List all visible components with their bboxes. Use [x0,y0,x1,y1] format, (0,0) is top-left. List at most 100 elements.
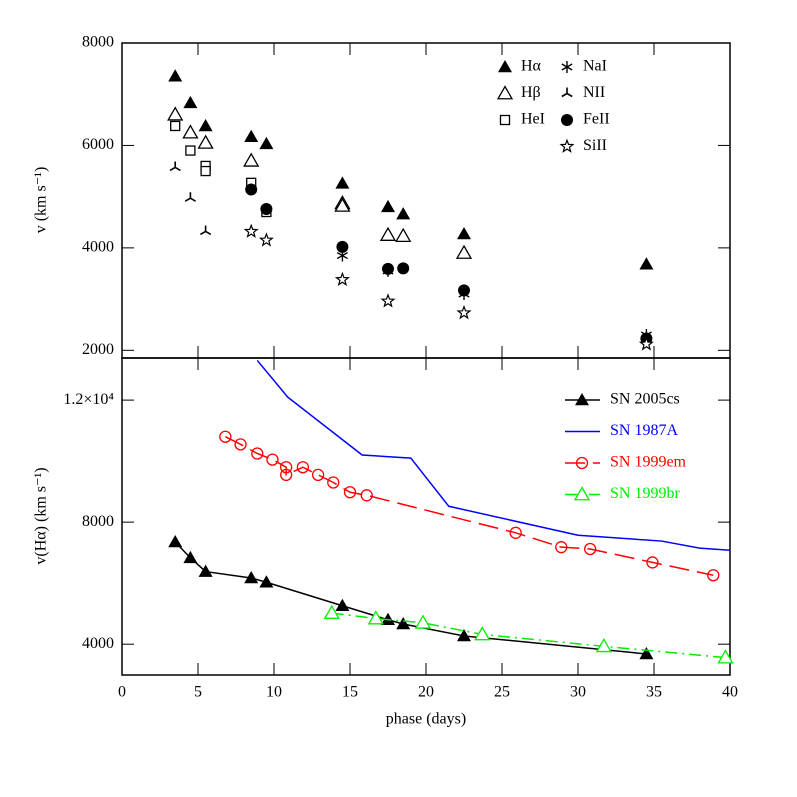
legend-marker [573,486,591,501]
data-point [638,336,654,351]
x-axis-label: phase (days) [386,711,466,728]
data-point [457,227,471,240]
y-axis-label: v(Hα) (km s⁻¹) [33,467,50,564]
data-point [395,227,412,242]
series-line [174,541,647,655]
data-point [167,106,184,121]
y-tick-label: 4000 [82,635,114,652]
legend-label: FeII [583,111,610,128]
legend-marker [561,114,573,126]
data-point [197,134,214,149]
data-point [707,569,720,582]
data-point [266,453,279,466]
data-point [259,575,274,588]
legend-marker [561,87,573,98]
data-point [414,614,432,629]
data-point [396,207,411,220]
data-point [169,161,181,172]
y-tick-label: 8000 [82,513,114,530]
series-line [225,436,714,576]
data-point [280,461,293,474]
data-point [183,95,198,109]
data-point [335,176,350,189]
y-tick-label: 6000 [82,136,114,153]
data-point [311,468,325,482]
data-point [379,226,397,241]
data-point [474,626,491,641]
data-point [381,199,395,213]
data-point [258,232,274,247]
legend-marker [575,393,589,406]
data-point [595,638,612,653]
data-point [584,542,597,556]
data-point [639,257,654,270]
x-tick-label: 5 [194,684,202,701]
data-point [243,223,259,238]
legend-label: NaI [583,58,607,75]
data-point [381,612,395,626]
y-tick-label: 1.2×10⁴ [63,391,114,408]
data-point [323,604,340,619]
data-point [243,152,260,167]
data-point [219,430,232,443]
legend-marker [499,114,511,126]
series-line [331,612,726,659]
legend-label: Hα [521,58,542,75]
y-tick-label: 8000 [82,34,114,51]
data-point [182,124,199,139]
legend-label: SN 1999em [610,454,687,471]
data-point [234,438,247,451]
legend-marker [559,138,575,153]
data-point [717,649,734,664]
legend-label: HeI [521,111,545,128]
x-tick-label: 10 [266,684,282,701]
data-point [200,165,211,177]
data-point [244,129,259,142]
legend-label: NII [583,84,605,101]
legend-label: SN 1987A [610,422,678,439]
data-point [639,646,654,660]
legend-label: SiII [583,137,607,154]
y-tick-label: 2000 [82,341,114,358]
data-point [646,556,659,569]
data-point [397,262,410,275]
x-tick-label: 0 [118,684,126,701]
legend-marker [561,61,573,73]
data-point [251,447,264,460]
x-tick-label: 35 [646,684,662,701]
data-point [170,120,181,132]
x-tick-label: 15 [342,684,358,701]
data-point [396,617,411,630]
data-point [555,541,568,554]
x-tick-label: 40 [722,684,738,701]
data-point [260,202,273,215]
data-point [244,570,259,584]
x-tick-label: 25 [494,684,510,701]
data-point [296,461,310,474]
data-point [380,293,396,308]
data-point [198,118,213,132]
x-tick-label: 30 [570,684,586,701]
data-point [455,244,473,259]
legend-marker [496,85,514,100]
x-tick-label: 20 [418,684,434,701]
legend-marker [498,60,512,73]
data-point [280,468,293,482]
data-point [457,628,471,642]
data-point [168,69,183,82]
data-point [335,598,350,611]
y-axis-label: v (km s⁻¹) [33,167,50,234]
data-point [200,225,212,236]
data-point [245,183,258,196]
legend-label: Hβ [521,84,541,101]
data-point [168,534,183,548]
data-point [509,526,522,539]
data-point [259,136,274,150]
data-point [334,197,351,212]
data-point [367,610,384,625]
legend-marker [575,456,589,470]
y-tick-label: 4000 [82,239,114,256]
data-point [183,550,198,564]
data-point [458,284,470,297]
